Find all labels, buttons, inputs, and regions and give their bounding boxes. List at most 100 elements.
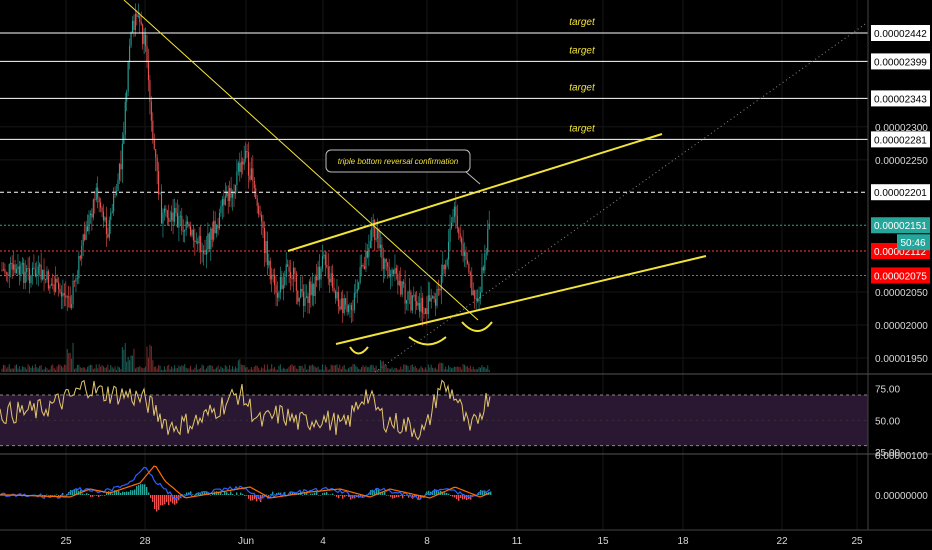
volume-bar (4, 365, 6, 372)
macd-hist-bar (244, 495, 246, 496)
volume-bar (65, 365, 67, 372)
macd-hist-bar (226, 492, 228, 495)
volume-bar (137, 367, 139, 372)
volume-bar (261, 367, 263, 372)
macd-tick-label: 0.00000100 (875, 451, 928, 462)
macd-hist-bar (390, 495, 392, 497)
volume-bar (453, 366, 455, 372)
rsi-pane[interactable] (0, 379, 868, 447)
macd-hist-bar (86, 493, 88, 495)
candle (313, 284, 315, 297)
candle (450, 222, 453, 229)
macd-hist-bar (418, 495, 420, 500)
candle (26, 268, 28, 272)
volume-bar (30, 367, 32, 372)
volume-bar (446, 369, 448, 372)
macd-hist-bar (232, 494, 234, 495)
volume-bar (432, 367, 434, 372)
lower-channel-line[interactable] (335, 255, 707, 345)
candle (49, 285, 51, 289)
candle (346, 304, 348, 312)
volume-bar (269, 368, 271, 372)
candle (71, 304, 73, 308)
candle (220, 205, 222, 213)
volume-bar (394, 367, 396, 372)
macd-pane[interactable] (0, 465, 492, 512)
macd-hist-bar (406, 495, 408, 496)
candle (468, 263, 470, 273)
volume-bar (197, 369, 199, 372)
candle (8, 264, 10, 275)
price-label-box (871, 184, 930, 201)
time-axis[interactable]: 25 28 Jun 4 8 11 15 18 22 25 (0, 529, 932, 547)
annotation-callout[interactable]: triple bottom reversal confirmation (325, 149, 481, 185)
volume-bar (252, 369, 254, 372)
macd-hist-bar (334, 494, 336, 496)
candle (153, 138, 155, 150)
macd-hist-bar (246, 495, 248, 496)
volume-bar (377, 369, 379, 372)
candle (297, 290, 299, 302)
volume-bar (290, 365, 292, 372)
volume-bar (321, 364, 323, 372)
volume-bar (437, 364, 439, 372)
upper-channel-line[interactable] (287, 133, 663, 252)
macd-hist-bar (40, 493, 42, 495)
candle (55, 278, 57, 292)
macd-hist-bar (372, 489, 374, 495)
volume-bar (2, 364, 4, 372)
volume-bar (118, 367, 120, 372)
candle (204, 253, 206, 255)
candle (362, 265, 364, 267)
macd-hist-bar (90, 495, 92, 497)
price-axis[interactable]: 0.00002300 0.00002250 0.00002050 0.00002000… (867, 0, 928, 530)
price-tick-label: 0.00001950 (875, 354, 928, 365)
macd-hist-bar (456, 495, 458, 500)
volume-bar (340, 368, 342, 372)
volume-bar (168, 364, 170, 372)
descending-trendline[interactable] (123, 0, 479, 321)
volume-bar (308, 365, 310, 372)
macd-hist-bar (452, 495, 454, 497)
horizontal-levels[interactable]: target target target target (0, 17, 868, 276)
volume-bar (10, 368, 12, 372)
volume-bar (442, 363, 444, 372)
volume-bar (188, 368, 190, 372)
candle (130, 32, 132, 46)
volume-bar (379, 360, 381, 372)
volume-bar (427, 364, 429, 372)
macd-hist-bar (382, 492, 384, 495)
candlesticks[interactable] (1, 3, 490, 327)
candle (435, 298, 437, 306)
candle (388, 266, 390, 277)
candle (387, 262, 389, 267)
candle (281, 276, 283, 289)
volume-bar (45, 367, 46, 372)
rsi-line[interactable] (0, 379, 491, 441)
macd-hist-bar (242, 493, 244, 495)
candle (14, 264, 16, 273)
volume-bar (288, 366, 290, 372)
candle (455, 206, 457, 216)
macd-hist-bar (162, 495, 164, 506)
volume-bar (436, 369, 438, 372)
macd-hist-bar (272, 491, 274, 495)
candle (10, 262, 12, 265)
price-pane[interactable]: target target target target triple bottom r… (0, 0, 869, 373)
volume-bar (303, 368, 305, 372)
candle (336, 291, 338, 299)
volume-bar (248, 369, 249, 372)
candle (471, 274, 473, 296)
candle (384, 259, 386, 270)
macd-hist-bar (404, 495, 406, 497)
volume-bar (221, 367, 223, 372)
volume-bar (407, 366, 409, 372)
macd-hist-bar (312, 493, 314, 495)
macd-hist-bar (130, 490, 132, 495)
volume-bar (163, 366, 165, 372)
candle (162, 212, 164, 224)
volume-bar (263, 364, 265, 372)
macd-hist-bar (354, 495, 356, 499)
macd-hist-bar (248, 495, 250, 499)
